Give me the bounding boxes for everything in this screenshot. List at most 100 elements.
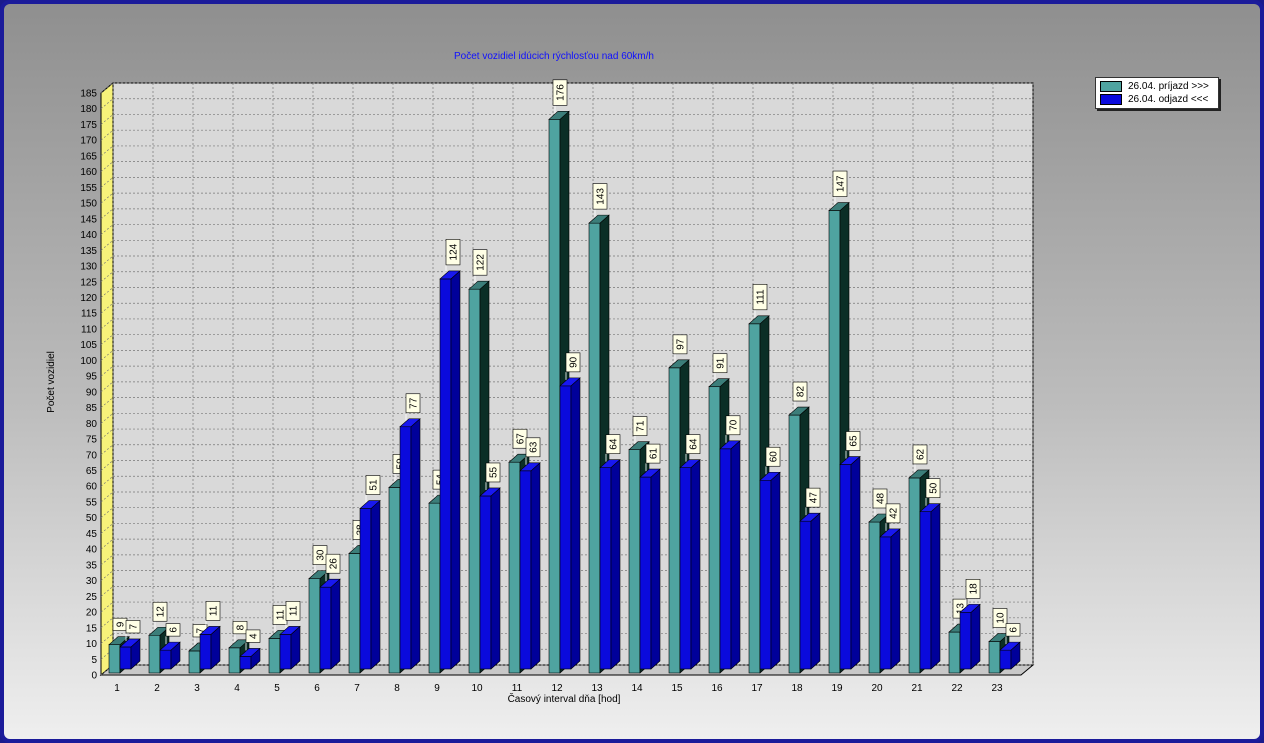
bar-top-2-13: [599, 459, 621, 468]
bar-top-2-7: [359, 500, 381, 509]
gridline-side: [100, 82, 114, 94]
gridline-side: [100, 570, 114, 581]
gridline-side: [100, 397, 114, 408]
bar-2-18: [799, 520, 812, 670]
x-tick-label-21: 21: [911, 683, 923, 694]
data-label-box-1-15: [672, 334, 688, 355]
bar-2-10: [479, 495, 492, 670]
data-label-box-2-15: [685, 434, 701, 454]
gridline-side: [100, 428, 114, 440]
data-label-box-2-21: [925, 478, 941, 499]
y-tick-label: 105: [80, 340, 97, 351]
gridline-side: [100, 633, 114, 644]
bar-side-2-17: [770, 471, 781, 670]
data-label-box-2-18: [805, 487, 821, 508]
data-label-2-7: 51: [369, 479, 380, 491]
data-label-box-2-16: [725, 415, 741, 436]
data-label-box-1-10: [472, 249, 488, 276]
data-label-2-11: 63: [529, 441, 540, 453]
bar-top-2-5: [279, 626, 301, 635]
bar-top-2-12: [559, 377, 581, 387]
x-tick-label-18: 18: [791, 683, 803, 694]
y-tick-label: 120: [80, 293, 97, 304]
gridline-side: [100, 523, 114, 534]
data-label-1-21: 62: [916, 448, 927, 460]
bar-2-19: [839, 464, 852, 670]
gridline-side: [100, 350, 114, 361]
data-label-box-2-11: [525, 437, 541, 458]
data-label-1-23: 10: [996, 612, 1007, 624]
bar-top-2-22: [959, 604, 981, 613]
data-label-box-2-1: [125, 620, 141, 634]
x-tick-label-7: 7: [354, 683, 360, 694]
bar-top-2-17: [759, 471, 781, 481]
data-label-1-17: 111: [756, 289, 767, 305]
y-tick-label: 65: [86, 466, 98, 477]
bar-2-1: [119, 646, 132, 670]
bar-1-12: [548, 119, 561, 674]
y-tick-label: 50: [86, 513, 98, 524]
data-label-2-1: 7: [129, 624, 140, 630]
data-label-2-17: 60: [769, 451, 780, 463]
data-label-box-1-4: [232, 621, 248, 635]
bar-1-21: [908, 477, 921, 674]
bar-top-2-23: [999, 641, 1021, 651]
gridline-side: [100, 145, 114, 157]
bar-side-2-20: [890, 528, 901, 670]
x-tick-label-4: 4: [234, 683, 240, 694]
x-tick-label-5: 5: [274, 683, 280, 694]
bar-1-8: [388, 487, 401, 674]
data-label-box-1-19: [832, 170, 848, 197]
x-tick-label-8: 8: [394, 683, 400, 694]
x-tick-label-23: 23: [991, 683, 1003, 694]
y-tick-label: 20: [86, 608, 98, 619]
data-label-box-2-17: [765, 446, 781, 467]
y-tick-label: 0: [91, 671, 97, 682]
y-tick-label: 85: [86, 403, 98, 414]
x-tick-label-13: 13: [591, 683, 603, 694]
gridline-side: [100, 255, 114, 267]
bar-top-2-14: [639, 468, 661, 478]
bar-top-1-19: [828, 202, 850, 211]
gridline-side: [100, 460, 114, 471]
data-label-1-4: 8: [236, 624, 247, 630]
bar-2-21: [919, 511, 932, 670]
y-tick-label: 130: [80, 262, 97, 273]
bar-side-2-9: [450, 270, 461, 670]
data-label-1-5: 11: [276, 609, 287, 620]
data-label-box-1-13: [592, 183, 608, 210]
data-label-box-1-23: [992, 608, 1008, 628]
data-label-2-19: 65: [849, 435, 860, 447]
bar-top-1-14: [628, 441, 650, 450]
y-tick-label: 15: [86, 623, 98, 634]
data-label-box-1-14: [632, 416, 648, 436]
bar-1-4: [228, 647, 241, 674]
bar-1-13: [588, 222, 601, 674]
legend-swatch-series-1: [1100, 81, 1122, 92]
gridline-side: [100, 617, 114, 629]
x-tick-label-22: 22: [951, 683, 963, 694]
gridline-side: [100, 554, 114, 566]
x-tick-label-3: 3: [194, 683, 200, 694]
bar-1-1: [108, 644, 121, 674]
gridline-side: [100, 381, 114, 393]
bar-2-17: [759, 479, 772, 670]
bar-1-22: [948, 631, 961, 674]
bar-side-2-8: [410, 418, 421, 670]
bar-top-2-10: [479, 487, 501, 497]
gridline-side: [100, 318, 114, 330]
y-tick-label: 145: [80, 214, 97, 225]
data-label-2-2: 6: [169, 627, 180, 633]
gridline-side: [100, 601, 114, 613]
bar-2-7: [359, 508, 372, 670]
bar-1-15: [668, 367, 681, 674]
y-tick-label: 10: [86, 639, 98, 650]
y-tick-label: 135: [80, 246, 97, 257]
bar-side-2-6: [330, 578, 341, 670]
bar-top-1-15: [668, 359, 690, 369]
bar-top-2-15: [679, 459, 701, 468]
bar-top-1-13: [588, 214, 610, 224]
y-tick-label: 160: [80, 167, 97, 178]
gridline-side: [100, 177, 114, 188]
gridline-side: [100, 287, 114, 298]
